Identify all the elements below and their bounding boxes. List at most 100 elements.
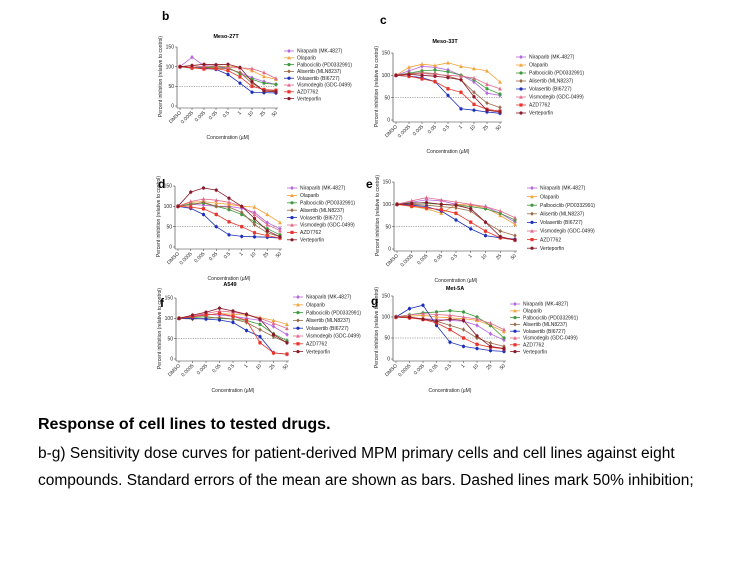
panel-g-data-point <box>448 323 452 328</box>
panel-f-y-tick-label: 50 <box>167 336 173 342</box>
panel-c-legend-marker <box>519 71 523 75</box>
panel-c-legend-marker <box>519 78 523 84</box>
panel-b-x-tick-label: 50 <box>271 110 279 118</box>
panel-b-data-point <box>202 62 206 66</box>
panel-d-legend-marker <box>290 230 294 234</box>
panel-b-legend-marker <box>287 63 291 67</box>
panel-b-data-point <box>214 63 218 67</box>
panel-g-x-tick-label: 0.005 <box>413 363 426 376</box>
panel-g-legend-marker <box>513 322 517 327</box>
panel-e-data-point <box>439 208 443 212</box>
panel-b-y-tick-label: 150 <box>166 45 175 51</box>
panel-f-data-point <box>258 327 262 332</box>
panel-d-data-point <box>265 212 270 217</box>
panel-e-data-point <box>513 238 517 242</box>
panel-e-data-point <box>483 220 488 224</box>
panel-g-x-tick-label: 0.05 <box>428 363 439 374</box>
panel-c-data-point <box>459 107 463 111</box>
panel-e-legend-label: Palbociclib (PD0332991) <box>540 203 595 209</box>
panel-d-x-tick-label: 0.005 <box>193 251 206 264</box>
panel-d-legend-marker <box>290 208 294 213</box>
panel-d-legend-label: Palbociclib (PD0332991) <box>300 201 355 207</box>
panel-e-legend-marker <box>530 246 534 250</box>
panel-e-data-point <box>483 234 488 238</box>
panel-c-data-point <box>485 108 489 112</box>
panel-c-data-point <box>472 66 476 71</box>
panel-d-x-tick-label: 10 <box>249 251 257 259</box>
panel-d-data-point <box>227 233 231 237</box>
panel-b-y-axis-label: Percent inhibition (relative to control) <box>158 36 164 117</box>
panel-f-x-axis-label: Concentration (µM) <box>212 388 255 394</box>
panel-g-x-axis-label: Concentration (µM) <box>429 388 472 394</box>
panel-c-data-point <box>433 74 437 78</box>
panel-e-y-tick-label: 100 <box>383 202 392 208</box>
panel-b-data-point <box>250 84 254 88</box>
panel-d-legend-label: Verteporfin <box>300 238 324 244</box>
panel-e-data-point <box>498 209 503 213</box>
panel-b-data-point <box>262 70 266 75</box>
panel-e-legend-marker <box>530 194 534 199</box>
panel-b-data-point <box>250 90 254 94</box>
panel-b-x-tick-label: 0.0005 <box>180 110 195 125</box>
panel-d-data-point <box>201 197 206 201</box>
panel-f-legend-label: AZD7762 <box>306 342 327 348</box>
panel-d-data-point <box>227 207 231 212</box>
panel-g-legend-label: Palbociclib (PD0332991) <box>523 315 578 321</box>
panel-e-legend-marker <box>530 220 534 224</box>
panel-d-data-point <box>188 199 193 204</box>
panel-d-data-point <box>252 222 257 227</box>
panel-d-legend-label: Olaparib <box>300 193 319 199</box>
panel-g-y-tick-label: 0 <box>387 357 390 363</box>
panel-f-data-point <box>285 341 289 345</box>
panel-d-x-axis-label: Concentration (µM) <box>208 276 251 282</box>
panel-b-data-point <box>262 74 266 79</box>
panel-c-data-point <box>485 91 489 96</box>
figure-caption: Response of cell lines to tested drugs. … <box>38 412 738 494</box>
panel-f-data-point <box>258 322 262 327</box>
panel-d-x-tick-label: DMSO <box>166 251 181 266</box>
panel-c-x-axis-label: Concentration (µM) <box>427 149 470 155</box>
panel-b-legend-label: AZD7762 <box>297 90 318 96</box>
panel-f-y-tick-label: 0 <box>170 357 173 363</box>
panel-g-data-point <box>448 309 452 313</box>
panel-d-y-axis-label: Percent inhibition (relative to control) <box>156 176 162 257</box>
panel-b-legend-marker <box>287 83 291 87</box>
panel-c-legend-marker <box>519 103 523 107</box>
panel-g-y-tick-label: 100 <box>382 315 391 321</box>
panel-c-legend-label: Vismodegib (GDC-0499) <box>529 95 584 101</box>
panel-f-data-point <box>285 322 289 327</box>
panel-g-x-tick-label: 0.0005 <box>397 363 412 378</box>
panel-b-x-axis-label: Concentration (µM) <box>207 135 250 141</box>
panel-g-data-point <box>502 327 506 332</box>
panel-c-legend-marker <box>519 95 523 99</box>
panel-c-data-point <box>446 87 450 91</box>
panel-g-x-tick-label: 0.5 <box>444 363 453 372</box>
panel-d-data-point <box>227 220 231 224</box>
panel-c-data-point <box>498 80 502 84</box>
panel-e-y-tick-label: 150 <box>383 180 392 186</box>
panel-e-letter: e <box>366 177 373 191</box>
panel-c-data-point <box>485 87 489 91</box>
panel-e-data-point <box>424 195 429 200</box>
panel-d-data-point <box>201 212 206 217</box>
panel-g-legend-label: Niraparib (MK-4827) <box>523 302 569 308</box>
panel-g-legend-marker <box>513 329 517 333</box>
panel-d-data-point <box>189 205 193 209</box>
panel-b-data-point <box>178 65 182 69</box>
panel-g-x-tick-label: 50 <box>499 363 507 371</box>
panel-c-y-tick-label: 50 <box>384 95 390 101</box>
panel-e-legend-marker <box>530 229 534 233</box>
panel-e-y-axis-label: Percent inhibition (relative to control) <box>375 175 381 256</box>
panel-c-data-point <box>472 76 476 80</box>
panel-b-data-point <box>238 75 242 79</box>
panel-b-legend-label: Volasertib (BI6727) <box>297 76 340 82</box>
panel-g-x-tick-label: 10 <box>472 363 480 371</box>
panel-e-data-point <box>498 234 502 239</box>
panel-d-legend-marker <box>290 238 294 242</box>
panel-g-data-point <box>502 336 506 340</box>
panel-g-data-point <box>461 327 466 332</box>
panel-b-legend-label: Niraparib (MK-4827) <box>297 49 343 55</box>
panel-b-data-point <box>274 76 278 81</box>
panel-e-data-point <box>454 218 458 222</box>
panel-c-data-point <box>433 63 437 68</box>
